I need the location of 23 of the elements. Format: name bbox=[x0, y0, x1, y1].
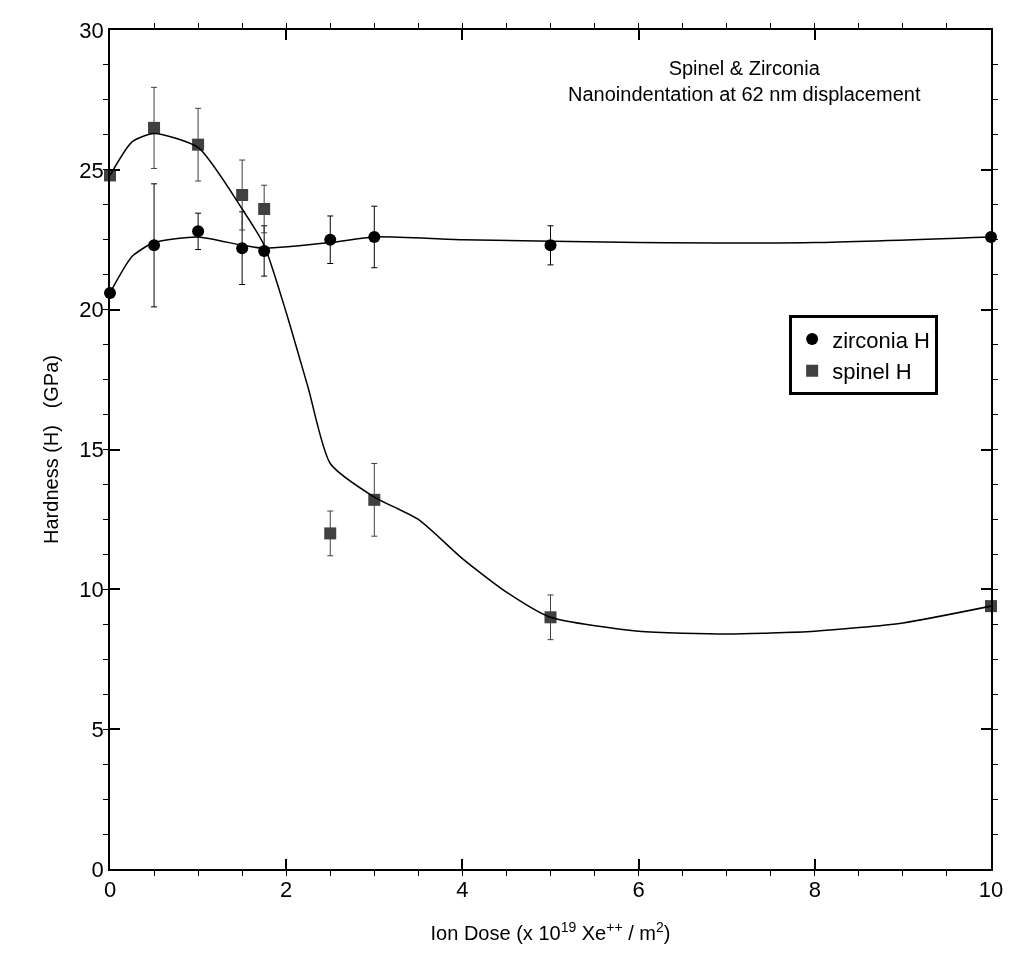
x-tick-label: 10 bbox=[978, 877, 1004, 903]
y-tick-label: 20 bbox=[79, 297, 104, 323]
x-tick-label: 6 bbox=[632, 877, 645, 903]
point bbox=[148, 121, 161, 134]
x-tick-label: 2 bbox=[280, 877, 293, 903]
text: Nanoindentation at 62 nm displacement bbox=[568, 83, 921, 105]
point bbox=[192, 225, 205, 238]
point bbox=[324, 527, 337, 540]
y-tick-label: 25 bbox=[79, 157, 104, 183]
y-tick-label: 0 bbox=[91, 856, 104, 882]
point bbox=[258, 202, 271, 215]
x-tick-label: 4 bbox=[456, 877, 469, 903]
text: Spinel & Zirconia bbox=[668, 57, 821, 79]
y-tick-label: 10 bbox=[79, 577, 104, 603]
x-tick-label: 8 bbox=[808, 877, 821, 903]
legend-label: spinel H bbox=[832, 359, 912, 385]
y-tick-label: 30 bbox=[79, 17, 104, 43]
y-tick-label: 15 bbox=[79, 437, 104, 463]
y-tick-label: 5 bbox=[91, 716, 104, 742]
x-axis-title: Ion Dose (x 10$^{19}$ Xe$^{++}$ / m$^{2}$) bbox=[430, 918, 671, 945]
legend-label: zirconia H bbox=[832, 327, 930, 353]
y-axis-title: Hardness (H) (GPa) bbox=[40, 355, 63, 544]
point bbox=[236, 189, 249, 201]
